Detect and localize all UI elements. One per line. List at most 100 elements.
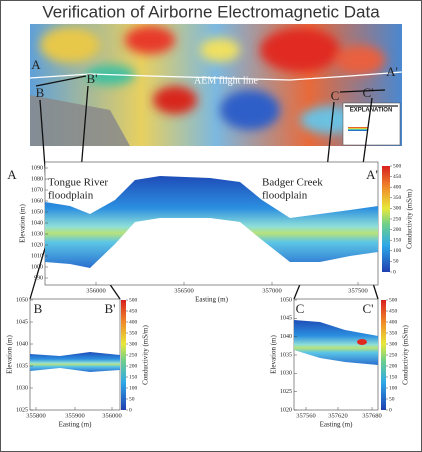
section-start: B xyxy=(34,301,43,316)
colorbar-tick-label: 300 xyxy=(129,341,138,347)
colorbar-tick-label: 400 xyxy=(129,319,138,325)
map xyxy=(30,24,402,146)
colorbar-tick-label: 150 xyxy=(393,237,402,243)
annotation: Tongue River xyxy=(48,177,108,189)
y-tick-label: 1020 xyxy=(280,407,292,413)
x-tick-label: 357500 xyxy=(348,287,368,294)
y-tick-label: 1020 xyxy=(31,242,43,248)
colorbar-tick-label: 450 xyxy=(389,308,398,314)
y-tick-label: 1035 xyxy=(16,363,28,369)
colorbar-tick-label: 300 xyxy=(393,206,402,212)
x-tick-label: 355900 xyxy=(65,412,85,419)
section-end: A' xyxy=(366,167,378,182)
y-tick-label: 1000 xyxy=(31,264,43,270)
colorbar-tick-label: 0 xyxy=(389,407,392,413)
map-point: C xyxy=(331,88,340,103)
x-tick-label: 357000 xyxy=(262,287,282,294)
x-tick-label: 356000 xyxy=(86,287,106,294)
y-tick-label: 1030 xyxy=(16,385,28,391)
y-tick-label: 1050 xyxy=(31,209,43,215)
colorbar-tick-label: 250 xyxy=(389,352,398,358)
y-tick-label: 1030 xyxy=(31,231,43,237)
colorbar-tick-label: 450 xyxy=(393,174,402,180)
colorbar-tick-label: 100 xyxy=(129,385,138,391)
y-tick-label: 1025 xyxy=(16,407,28,413)
y-tick-label: 1040 xyxy=(280,334,292,340)
y-tick-label: 1050 xyxy=(16,297,28,303)
y-tick-label: 1010 xyxy=(31,253,43,259)
y-tick-label: 1035 xyxy=(280,352,292,358)
map-point: B' xyxy=(86,71,97,86)
annotation: Badger Creek xyxy=(262,177,323,189)
conductivity-section xyxy=(294,320,378,365)
y-tick-label: 1040 xyxy=(16,341,28,347)
y-tick-label: 1060 xyxy=(31,198,43,204)
y-tick-label: 1050 xyxy=(280,297,292,303)
colorbar-tick-label: 250 xyxy=(393,216,402,222)
y-axis-label: Elevation (m) xyxy=(6,334,14,373)
y-axis-label: Elevation (m) xyxy=(270,334,278,373)
colorbar-label: Conductivity (mS/m) xyxy=(402,324,410,384)
x-axis-label: Easting (m) xyxy=(59,421,93,429)
map-point: C' xyxy=(362,85,373,100)
colorbar-tick-label: 50 xyxy=(393,259,399,265)
colorbar-tick-label: 0 xyxy=(129,407,132,413)
colorbar-tick-label: 350 xyxy=(389,330,398,336)
colorbar-tick-label: 150 xyxy=(129,374,138,380)
y-tick-label: 990 xyxy=(34,275,43,281)
x-tick-label: 357620 xyxy=(328,412,348,419)
colorbar xyxy=(382,166,390,272)
annotation: floodplain xyxy=(48,190,94,202)
y-axis-label: Elevation (m) xyxy=(19,203,27,242)
colorbar-label: Conductivity (mS/m) xyxy=(142,324,150,384)
y-tick-label: 1040 xyxy=(31,220,43,226)
colorbar-tick-label: 300 xyxy=(389,341,398,347)
annotation: floodplain xyxy=(262,190,308,202)
cross-section: C C' 1050 1045 1040 1035 1030 1025 1020 357560 357… xyxy=(270,297,410,428)
y-tick-label: 1045 xyxy=(280,316,292,322)
colorbar-tick-label: 50 xyxy=(389,396,395,402)
colorbar-tick-label: 100 xyxy=(393,248,402,254)
section-start: A xyxy=(7,167,17,182)
colorbar-tick-label: 400 xyxy=(393,184,402,190)
y-tick-label: 1070 xyxy=(31,187,43,193)
x-tick-label: 355800 xyxy=(26,412,46,419)
colorbar-tick-label: 100 xyxy=(389,385,398,391)
colorbar-tick-label: 250 xyxy=(129,352,138,358)
map-point: A xyxy=(31,57,41,72)
x-tick-label: 357680 xyxy=(362,412,382,419)
section-end: C' xyxy=(362,301,373,316)
colorbar-tick-label: 500 xyxy=(129,297,138,303)
y-tick-label: 1080 xyxy=(31,176,43,182)
colorbar xyxy=(381,300,386,410)
colorbar-tick-label: 500 xyxy=(393,163,402,169)
y-tick-label: 1030 xyxy=(280,371,292,377)
title: Verification of Airborne Electromagnetic… xyxy=(42,2,380,21)
x-tick-label: 357560 xyxy=(296,412,316,419)
colorbar-tick-label: 150 xyxy=(389,374,398,380)
colorbar-tick-label: 450 xyxy=(129,308,138,314)
y-tick-label: 1045 xyxy=(16,319,28,325)
y-tick-label: 1025 xyxy=(280,389,292,395)
map-point: A' xyxy=(386,64,398,79)
section-start: C xyxy=(296,301,305,316)
map-point: B xyxy=(36,85,45,100)
colorbar-tick-label: 350 xyxy=(129,330,138,336)
section-end: B' xyxy=(104,301,115,316)
colorbar-tick-label: 50 xyxy=(129,396,135,402)
colorbar-tick-label: 500 xyxy=(389,297,398,303)
colorbar-tick-label: 200 xyxy=(393,227,402,233)
conductive-zone xyxy=(357,339,367,345)
colorbar-tick-label: 400 xyxy=(389,319,398,325)
colorbar xyxy=(121,300,126,410)
x-axis-label: Easting (m) xyxy=(320,421,354,429)
x-tick-label: 356500 xyxy=(174,287,194,294)
y-tick-label: 1090 xyxy=(31,165,43,171)
flight-line-label: AEM flight line xyxy=(194,75,258,86)
legend-title: EXPLANATION xyxy=(350,108,393,114)
colorbar-label: Conductivity (mS/m) xyxy=(406,188,414,248)
colorbar-tick-label: 200 xyxy=(389,363,398,369)
conductivity-section xyxy=(45,176,378,268)
